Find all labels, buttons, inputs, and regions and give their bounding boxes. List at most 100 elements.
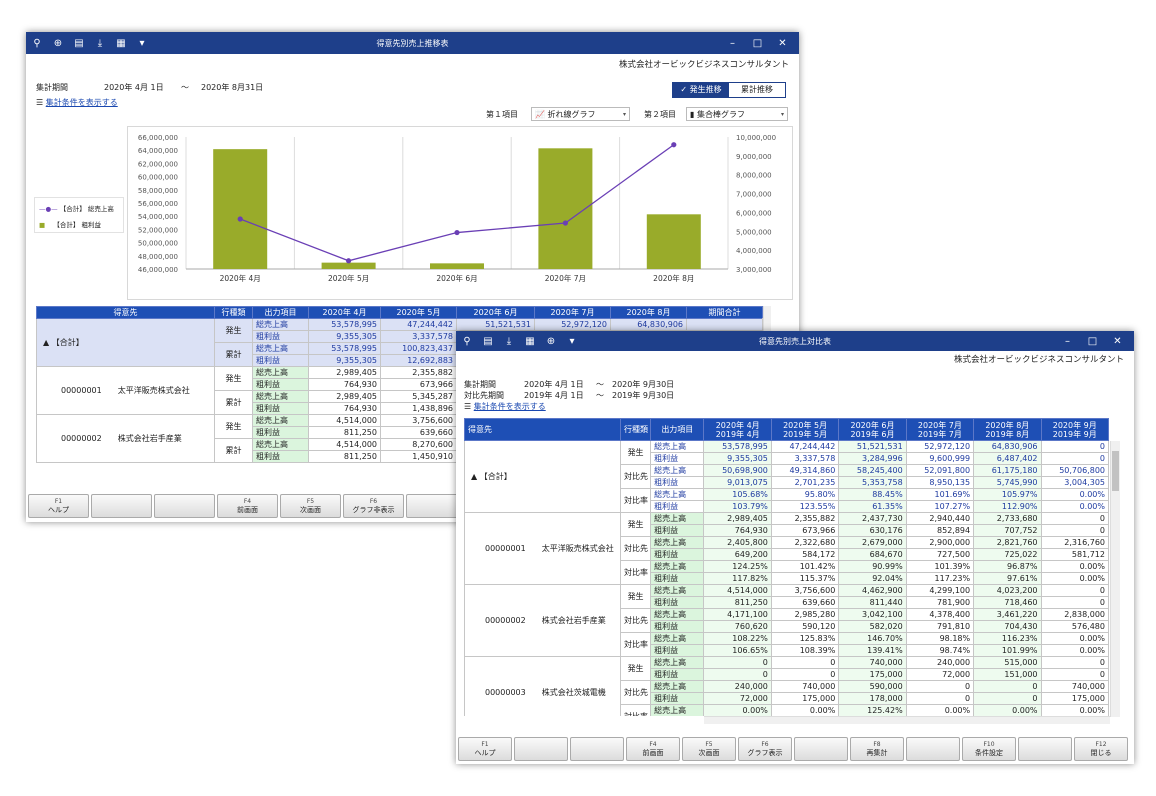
function-key-button[interactable]: F6 グラフ非表示 [343, 494, 404, 518]
column-header[interactable]: 2020年 8月 2019年 8月 [973, 418, 1042, 441]
column-header[interactable]: 得意先 [36, 306, 215, 319]
show-conditions-link[interactable]: 集計条件を表示する [473, 402, 546, 411]
column-header[interactable]: 行種類 [619, 418, 652, 441]
pdf-icon[interactable]: ⤓ [506, 335, 512, 347]
column-header[interactable]: 2020年 5月 2019年 5月 [770, 418, 840, 441]
function-key-button[interactable]: F4 前画面 [626, 737, 680, 761]
item1-select[interactable]: 📈 折れ線グラフ ▾ [531, 107, 630, 121]
cumulative-trend-button[interactable]: 累計推移 [741, 85, 773, 94]
column-header[interactable]: 2020年 7月 [534, 306, 611, 319]
print-icon[interactable]: ▤ [74, 37, 84, 49]
excel-icon[interactable]: ▦ [525, 335, 535, 347]
vertical-scrollbar[interactable] [1110, 441, 1120, 717]
horizontal-scrollbar[interactable] [704, 716, 1110, 724]
customer-cell[interactable]: ▲ 【合計】 [36, 318, 215, 367]
table-row[interactable]: 対比先 総売上高 50,698,900 49,314,860 58,245,400 52,… [465, 464, 1110, 489]
function-key-button[interactable]: F4 前画面 [217, 494, 278, 518]
table-row[interactable]: 00000001 太平洋販売株式会社 発生 総売上高 2,989,405 2,355,8… [464, 512, 1110, 585]
function-key-button[interactable] [906, 737, 960, 761]
item2-select[interactable]: ▮ 集合棒グラフ ▾ [686, 107, 788, 121]
print-icon[interactable]: ▤ [483, 335, 493, 347]
column-header[interactable]: 2020年 6月 [456, 306, 535, 319]
function-key-button[interactable]: F6 グラフ表示 [738, 737, 792, 761]
close-icon[interactable]: ✕ [1113, 335, 1122, 347]
value-cell: 0.00% [973, 704, 1042, 716]
customer-cell[interactable]: ▲ 【合計】 [464, 440, 621, 513]
function-key-button[interactable]: F5 次画面 [280, 494, 341, 518]
table-row[interactable]: 対比先 総売上高 4,171,100 2,985,280 3,042,100 4,378,… [465, 608, 1110, 633]
table-row[interactable]: 00000002 株式会社岩手産業 発生 総売上高 4,514,000 3,756,60… [464, 584, 1110, 657]
occurrence-trend-button[interactable]: ✓ 発生推移 [673, 83, 729, 97]
function-key-button[interactable]: F8 再集計 [850, 737, 904, 761]
function-key-button[interactable] [514, 737, 568, 761]
function-key-button[interactable]: F12 閉じる [1074, 737, 1128, 761]
column-header[interactable]: 2020年 7月 2019年 7月 [905, 418, 975, 441]
table-row[interactable]: 粗利益 811,250 639,660 811,440 781,900 718,460 0 [465, 596, 1110, 609]
right-tick-label: 9,000,000 [736, 153, 772, 161]
column-header[interactable]: 2020年 4月 2019年 4月 [703, 418, 772, 441]
pdf-icon[interactable]: ⤓ [97, 37, 103, 49]
table-row[interactable]: 粗利益 0 0 175,000 72,000 151,000 0 [465, 668, 1110, 681]
excel-icon[interactable]: ▦ [116, 37, 126, 49]
value-cell: 72,000 [905, 668, 975, 681]
function-key-button[interactable] [1018, 737, 1072, 761]
value-cell: 740,000 [770, 680, 840, 693]
function-key-number: F5 [705, 741, 713, 748]
customer-cell[interactable]: 00000003 株式会社茨城電機 [464, 656, 621, 716]
column-header[interactable]: 2020年 4月 [308, 306, 381, 319]
minimize-icon[interactable]: – [1065, 335, 1070, 347]
column-header[interactable]: 得意先 [464, 418, 621, 441]
right-tick-label: 3,000,000 [736, 266, 772, 274]
customer-cell[interactable]: 00000001 太平洋販売株式会社 [36, 366, 215, 415]
dropdown-icon[interactable]: ▾ [569, 335, 575, 347]
function-key-button[interactable] [570, 737, 624, 761]
scroll-thumb[interactable] [1112, 451, 1119, 491]
column-header[interactable]: 2020年 8月 [610, 306, 687, 319]
table-row[interactable]: 粗利益 649,200 584,172 684,670 727,500 725,022 58… [465, 548, 1110, 561]
function-key-button[interactable]: F1 ヘルプ [28, 494, 89, 518]
line-marker-icon: —●— [39, 205, 58, 213]
table-row[interactable]: 対比率総売上高0.00%0.00%125.42%0.00%0.00%0.00% [465, 704, 1110, 716]
customer-cell[interactable]: 00000002 株式会社岩手産業 [464, 584, 621, 657]
table-row[interactable]: 対比先 総売上高 2,405,800 2,322,680 2,679,000 2,900,… [465, 536, 1110, 561]
search-icon[interactable]: ⚲ [463, 335, 471, 347]
table-row[interactable]: ▲ 【合計】 発生 総売上高 53,578,995 47,244,442 51,521,5… [464, 440, 1110, 513]
show-conditions-link[interactable]: 集計条件を表示する [45, 98, 118, 107]
minimize-icon[interactable]: – [730, 37, 735, 49]
maximize-icon[interactable]: □ [752, 37, 763, 49]
legend-item-profit: ■ 【合計】 粗利益 [39, 219, 101, 229]
function-key-button[interactable] [154, 494, 215, 518]
table-row[interactable]: 対比率 総売上高 124.25% 101.42% 90.99% 101.39% 96.87%… [465, 560, 1110, 585]
value-cell: 630,176 [838, 524, 907, 537]
table-row[interactable]: 粗利益 760,620 590,120 582,020 791,810 704,430 57… [465, 620, 1110, 633]
column-header[interactable]: 出力項目 [650, 418, 705, 441]
customer-cell[interactable]: 00000001 太平洋販売株式会社 [464, 512, 621, 585]
table-row[interactable]: 粗利益 106.65% 108.39% 139.41% 98.74% 101.99% 0.0… [465, 644, 1110, 657]
customer-cell[interactable]: 00000002 株式会社岩手産業 [36, 414, 215, 463]
column-header[interactable]: 2020年 9月 2019年 9月 [1040, 418, 1110, 441]
function-key-button[interactable]: F1 ヘルプ [458, 737, 512, 761]
column-header[interactable]: 出力項目 [252, 306, 309, 319]
dropdown-icon[interactable]: ▾ [139, 37, 145, 49]
column-header[interactable]: 2020年 5月 [380, 306, 457, 319]
table-row[interactable]: 対比率 総売上高 105.68% 95.80% 88.45% 101.69% 105.97%… [465, 488, 1110, 513]
function-key-button[interactable]: F5 次画面 [682, 737, 736, 761]
column-header[interactable]: 2020年 6月 2019年 6月 [838, 418, 907, 441]
close-icon[interactable]: ✕ [778, 37, 787, 49]
item-cell: 総売上高 [650, 440, 705, 453]
table-row[interactable]: ▲ 【合計】 発生 総売上高 53,578,995 47,244,442 51,521,5… [36, 318, 763, 367]
column-header[interactable]: 行種類 [214, 306, 253, 319]
maximize-icon[interactable]: □ [1087, 335, 1098, 347]
search-icon[interactable]: ⚲ [33, 37, 41, 49]
table-row[interactable]: 対比先 総売上高 240,000 740,000 590,000 0 0 740,000 [465, 680, 1110, 705]
zoom-icon[interactable]: ⊕ [546, 335, 556, 347]
function-key-button[interactable]: F10 条件設定 [962, 737, 1016, 761]
zoom-icon[interactable]: ⊕ [53, 37, 63, 49]
table-row[interactable]: 00000003 株式会社茨城電機 発生 総売上高 0 0 740,000 240,000 5… [464, 656, 1110, 716]
table-row[interactable]: 粗利益 9,013,075 2,701,235 5,353,758 8,950,135 5… [465, 476, 1110, 489]
function-key-button[interactable] [794, 737, 848, 761]
column-header[interactable]: 期間合計 [686, 306, 763, 319]
period-label: 集計期間 [464, 380, 496, 389]
function-key-button[interactable] [91, 494, 152, 518]
table-row[interactable]: 対比率 総売上高 108.22% 125.83% 146.70% 98.18% 116.23… [465, 632, 1110, 657]
